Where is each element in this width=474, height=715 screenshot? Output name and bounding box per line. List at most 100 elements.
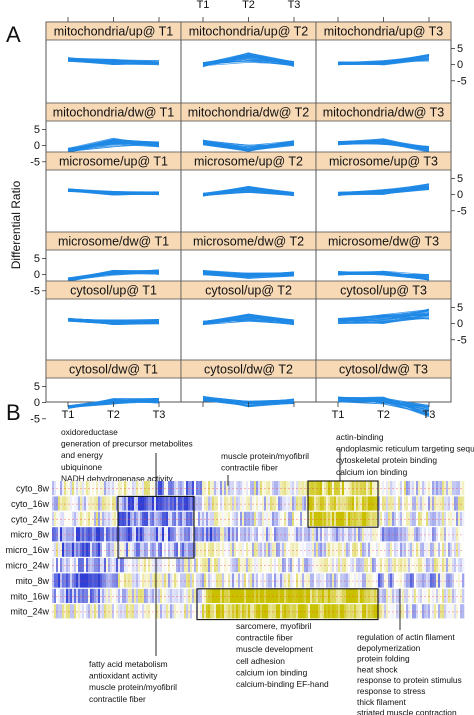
heatmap-cell — [122, 542, 125, 557]
heatmap-cell — [120, 573, 123, 588]
heatmap-cell — [238, 527, 241, 542]
heatmap-cell — [372, 496, 375, 511]
heatmap-cell — [360, 558, 363, 573]
heatmap-cell — [448, 511, 451, 526]
heatmap-cell — [358, 481, 361, 496]
heatmap-cell — [376, 511, 379, 526]
heatmap-cell — [260, 481, 263, 496]
heatmap-cell — [444, 542, 447, 557]
heatmap-cell — [352, 511, 355, 526]
heatmap-cell — [152, 604, 155, 619]
heatmap-cell — [246, 481, 249, 496]
heatmap-cell — [430, 542, 433, 557]
heatmap-cell — [314, 558, 317, 573]
heatmap-cell — [376, 481, 379, 496]
heatmap-cell — [374, 542, 377, 557]
panel-lines — [337, 270, 430, 281]
heatmap-cell — [304, 481, 307, 496]
heatmap-cell — [256, 481, 259, 496]
heatmap-cell — [460, 481, 463, 496]
heatmap-cell — [76, 588, 79, 603]
panel: microsome/up@ T2 — [180, 151, 317, 197]
heatmap-cell — [216, 496, 219, 511]
heatmap-cell — [78, 481, 81, 496]
heatmap-cell — [326, 573, 329, 588]
heatmap-cell — [456, 527, 459, 542]
heatmap-cell — [184, 496, 187, 511]
heatmap-cell — [222, 604, 225, 619]
heatmap-cell — [162, 542, 165, 557]
heatmap-cell — [174, 588, 177, 603]
heatmap-cell — [76, 496, 79, 511]
heatmap-cell — [236, 481, 239, 496]
heatmap-cell — [266, 542, 269, 557]
heatmap-cell — [276, 527, 279, 542]
heatmap-cell — [186, 588, 189, 603]
heatmap-cell — [416, 496, 419, 511]
heatmap-cell — [232, 558, 235, 573]
heatmap-cell — [366, 496, 369, 511]
heatmap-cell — [438, 527, 441, 542]
heatmap-cell — [394, 542, 397, 557]
heatmap-cell — [72, 511, 75, 526]
heatmap-cell — [136, 558, 139, 573]
heatmap-cell — [52, 542, 55, 557]
heatmap-cell — [74, 558, 77, 573]
heatmap-cell — [290, 511, 293, 526]
heatmap-cell — [178, 558, 181, 573]
heatmap-cell — [84, 573, 87, 588]
heatmap-cell — [196, 496, 199, 511]
heatmap-cell — [138, 588, 141, 603]
heatmap-cell — [224, 588, 227, 603]
heatmap-cell — [428, 481, 431, 496]
heatmap-cell — [134, 511, 137, 526]
heatmap-cell — [204, 542, 207, 557]
heatmap-cell — [198, 573, 201, 588]
heatmap-cell — [164, 604, 167, 619]
heatmap-cell — [122, 588, 125, 603]
heatmap-cell — [234, 496, 237, 511]
heatmap-cell — [254, 542, 257, 557]
heatmap-cell — [140, 496, 143, 511]
heatmap-cell — [436, 481, 439, 496]
heatmap-cell — [364, 573, 367, 588]
heatmap-cell — [344, 527, 347, 542]
heatmap-cell — [198, 604, 201, 619]
heatmap-cell — [338, 558, 341, 573]
heatmap-cell — [178, 496, 181, 511]
heatmap-cell — [276, 496, 279, 511]
heatmap-cell — [118, 573, 121, 588]
heatmap-cell — [52, 527, 55, 542]
heatmap-cell — [412, 542, 415, 557]
heatmap-cell — [198, 558, 201, 573]
heatmap-cell — [124, 511, 127, 526]
heatmap-cell — [68, 481, 71, 496]
heatmap-cell — [150, 542, 153, 557]
panel: cytosol/dw@ T1 — [45, 359, 182, 409]
heatmap-cell — [70, 542, 73, 557]
heatmap-cell — [304, 573, 307, 588]
heatmap-cell — [396, 542, 399, 557]
heatmap-cell — [422, 573, 425, 588]
heatmap-cell — [180, 604, 183, 619]
heatmap-cell — [246, 573, 249, 588]
heatmap-cell — [340, 588, 343, 603]
heatmap-cell — [162, 496, 165, 511]
heatmap-cell — [78, 496, 81, 511]
heatmap-cell — [102, 481, 105, 496]
heatmap-cell — [62, 481, 65, 496]
heatmap-cell — [176, 511, 179, 526]
heatmap-cell — [306, 573, 309, 588]
heatmap-cell — [136, 496, 139, 511]
heatmap-cell — [70, 588, 73, 603]
heatmap-cell — [60, 511, 63, 526]
heatmap-cell — [418, 558, 421, 573]
heatmap-cell — [354, 573, 357, 588]
heatmap-cell — [126, 542, 129, 557]
heatmap-cell — [390, 542, 393, 557]
heatmap-cell — [278, 481, 281, 496]
heatmap-cell — [418, 527, 421, 542]
heatmap-cell — [276, 558, 279, 573]
heatmap-cell — [306, 496, 309, 511]
heatmap-cell — [82, 496, 85, 511]
